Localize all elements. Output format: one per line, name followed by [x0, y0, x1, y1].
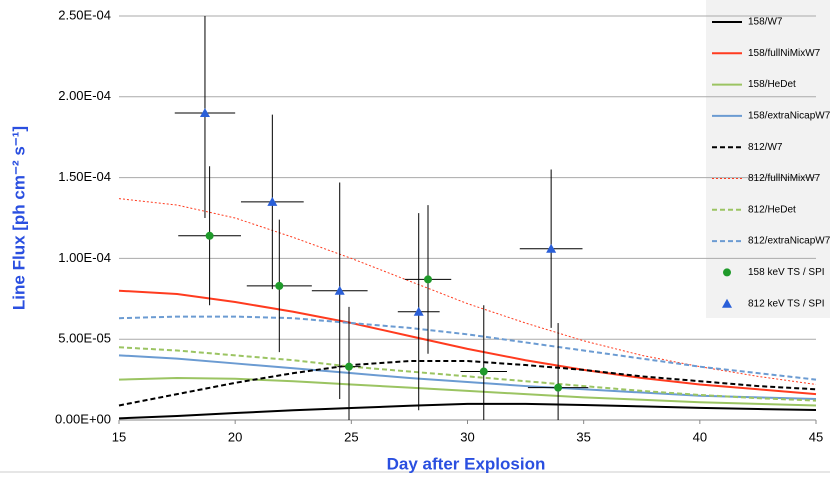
series-line: [118, 402, 817, 420]
y-tick-label: 1.00E-04: [58, 250, 111, 265]
x-axis-label: Day after Explosion: [387, 454, 546, 473]
legend-label: 158/HeDet: [748, 79, 796, 90]
legend-marker: [723, 268, 731, 277]
point: [424, 275, 433, 284]
legend-label: 812 keV TS / SPI: [748, 298, 825, 309]
x-tick-label: 40: [693, 429, 707, 444]
x-tick-label: 30: [460, 429, 474, 444]
y-tick-label: 2.00E-04: [58, 88, 111, 103]
legend-label: 158/W7: [748, 17, 783, 28]
y-axis-label: Line Flux [ph cm⁻² s⁻¹]: [9, 126, 28, 310]
y-tick-label: 2.50E-04: [58, 7, 111, 22]
x-tick-label: 15: [112, 429, 126, 444]
point: [413, 306, 424, 316]
x-tick-label: 20: [228, 429, 242, 444]
legend-label: 812/W7: [748, 142, 783, 153]
series-line: [118, 198, 817, 385]
legend-label: 158/extraNicapW7: [748, 111, 830, 122]
point: [554, 383, 563, 392]
point: [199, 107, 210, 117]
y-tick-label: 0.00E+00: [55, 411, 111, 426]
x-tick-label: 45: [809, 429, 823, 444]
point: [267, 196, 278, 206]
x-tick-label: 25: [344, 429, 358, 444]
legend-marker: [722, 298, 732, 308]
series-line: [118, 354, 817, 400]
point: [479, 367, 488, 376]
legend-label: 812/HeDet: [748, 204, 796, 215]
series-line: [118, 315, 817, 381]
point: [334, 285, 345, 295]
legend-label: 158/fullNiMixW7: [748, 48, 821, 59]
point: [275, 281, 284, 290]
series-line: [118, 376, 817, 407]
legend-label: 812/extraNicapW7: [748, 236, 830, 247]
x-tick-label: 35: [576, 429, 590, 444]
y-tick-label: 1.50E-04: [58, 169, 111, 184]
series-line: [118, 360, 817, 407]
point: [546, 243, 557, 253]
series-line: [118, 289, 817, 396]
legend-label: 812/fullNiMixW7: [748, 173, 821, 184]
point: [345, 362, 354, 371]
y-tick-label: 5.00E-05: [58, 331, 111, 346]
point: [205, 231, 214, 240]
series-line: [118, 346, 817, 402]
legend-label: 158 keV TS / SPI: [748, 267, 825, 278]
